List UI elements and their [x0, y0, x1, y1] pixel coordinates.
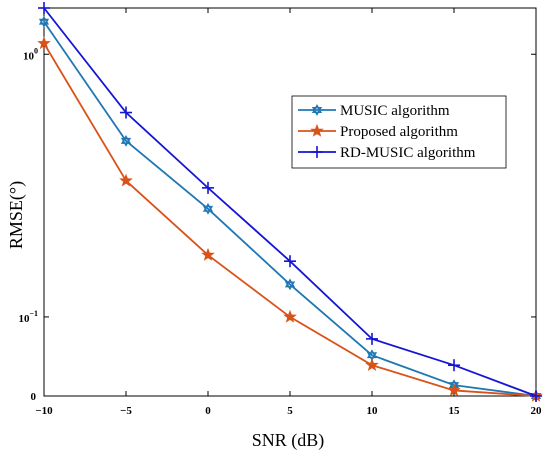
legend-label: Proposed algorithm [340, 124, 458, 140]
data-point [448, 359, 460, 372]
x-tick-label: 5 [287, 405, 293, 417]
y-tick-label: 100 [23, 46, 38, 62]
data-point [283, 309, 297, 323]
y-axis-label: RMSE(°) [6, 181, 27, 249]
legend-label: MUSIC algorithm [340, 103, 450, 119]
x-tick-label: 10 [367, 405, 379, 417]
legend-entry: Proposed algorithm [298, 123, 458, 140]
x-tick-label: 15 [449, 405, 461, 417]
series-star [37, 36, 543, 402]
plot-frame [43, 7, 537, 397]
data-point [366, 332, 378, 345]
data-point [530, 390, 542, 402]
x-tick-label: 0 [205, 405, 211, 417]
legend-entry: MUSIC algorithm [298, 103, 450, 119]
x-tick-label: −10 [35, 405, 53, 417]
data-point [447, 383, 461, 397]
y-tick-label: 0 [31, 391, 37, 403]
legend: MUSIC algorithm Proposed algorithm RD-MUSI… [291, 95, 507, 169]
data-point [284, 255, 296, 268]
data-point [201, 247, 215, 261]
data-point [120, 134, 132, 147]
series-plus [38, 2, 542, 402]
axis-ticks: −10 −5 0 5 10 15 20 100 10−1 0 [18, 8, 542, 417]
data-point [202, 181, 214, 194]
data-point [366, 349, 378, 362]
series-line [43, 21, 537, 397]
data-point [38, 2, 50, 14]
x-tick-label: 20 [531, 405, 543, 417]
data-point [119, 173, 133, 187]
data-point [202, 202, 214, 215]
plot-area [43, 7, 537, 397]
series-layer [37, 2, 543, 402]
series-line [43, 7, 537, 397]
data-point [284, 278, 296, 291]
x-axis-label: SNR (dB) [252, 430, 325, 451]
y-tick-label: 10−1 [18, 309, 38, 325]
data-point [38, 15, 50, 28]
data-point [120, 106, 132, 119]
series-hexagram [38, 15, 542, 402]
legend-box [291, 95, 507, 169]
data-point [37, 36, 51, 50]
data-point [365, 358, 379, 371]
x-tick-label: −5 [120, 405, 132, 417]
legend-entry: RD-MUSIC algorithm [298, 145, 476, 161]
legend-label: RD-MUSIC algorithm [340, 145, 476, 161]
